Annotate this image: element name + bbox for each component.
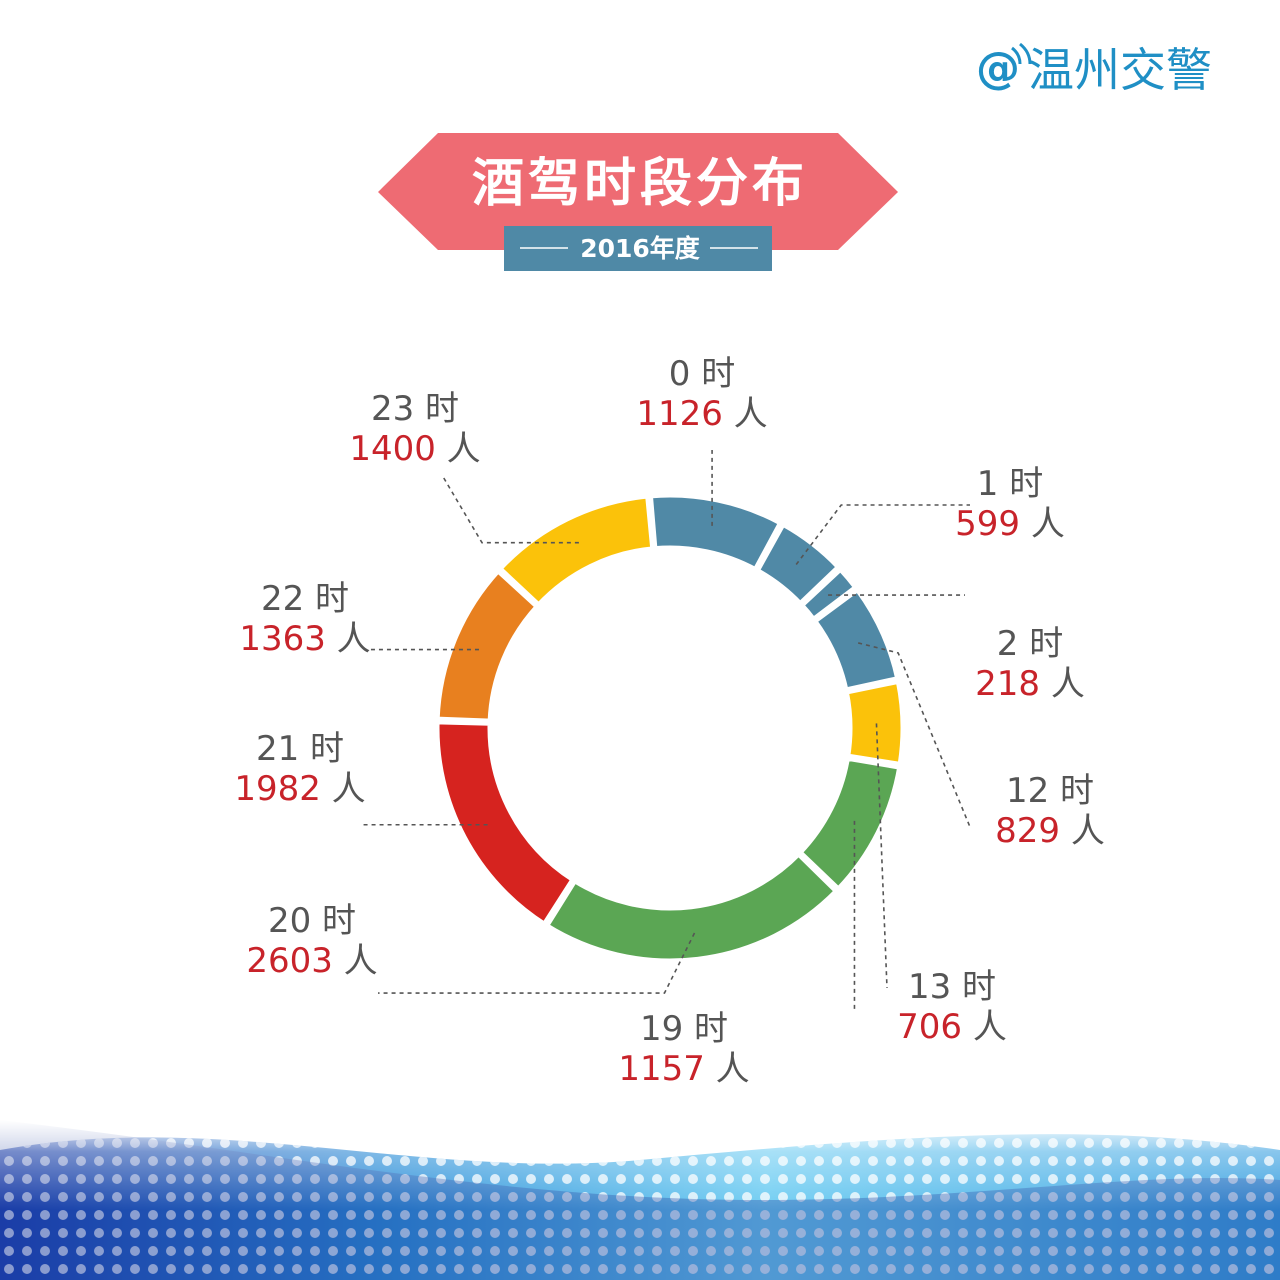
hour-label-20: 20 时 xyxy=(268,901,356,941)
donut-slice-20 xyxy=(543,850,840,964)
hour-label-1: 1 时 xyxy=(977,464,1043,504)
brand-logo: @ 温州交警 xyxy=(976,42,1212,97)
donut-slice-13 xyxy=(843,678,906,768)
count-label-13: 706 人 xyxy=(897,1007,1007,1047)
leader-line-1 xyxy=(795,504,970,566)
hour-label-2: 2 时 xyxy=(997,624,1063,664)
count-label-21: 1982 人 xyxy=(234,769,365,809)
count-label-22: 1363 人 xyxy=(239,619,370,659)
title-banner: 酒驾时段分布 2016年度 xyxy=(378,133,898,271)
count-label-20: 2603 人 xyxy=(246,941,377,981)
brand-at-icon: @ xyxy=(976,43,1020,94)
hour-label-22: 22 时 xyxy=(261,579,349,619)
leader-line-23 xyxy=(441,474,579,544)
count-label-0: 1126 人 xyxy=(636,394,767,434)
donut-slice-0 xyxy=(647,492,784,573)
count-label-1: 599 人 xyxy=(955,504,1065,544)
page-title: 酒驾时段分布 xyxy=(472,154,808,214)
hour-label-19: 19 时 xyxy=(640,1009,728,1049)
hour-label-12: 12 时 xyxy=(1006,771,1094,811)
bottom-wave-decoration xyxy=(0,1120,1280,1280)
hour-label-23: 23 时 xyxy=(371,389,459,429)
count-label-23: 1400 人 xyxy=(349,429,480,469)
donut-slice-22 xyxy=(434,567,541,724)
page-subtitle: 2016年度 xyxy=(580,234,700,263)
donut-slice-23 xyxy=(496,493,656,609)
count-label-12: 829 人 xyxy=(995,811,1105,851)
count-label-2: 218 人 xyxy=(975,664,1085,704)
hour-label-0: 0 时 xyxy=(669,354,735,394)
brand-name: 温州交警 xyxy=(1028,43,1212,97)
donut-chart xyxy=(434,492,906,964)
count-label-19: 1157 人 xyxy=(618,1049,749,1089)
hour-label-13: 13 时 xyxy=(908,967,996,1007)
leader-lines xyxy=(360,450,971,1010)
leader-line-12 xyxy=(857,642,971,828)
brand-signal-icon xyxy=(1011,42,1032,65)
leader-line-20 xyxy=(378,932,696,994)
donut-slice-21 xyxy=(434,719,577,928)
hour-label-21: 21 时 xyxy=(256,729,344,769)
